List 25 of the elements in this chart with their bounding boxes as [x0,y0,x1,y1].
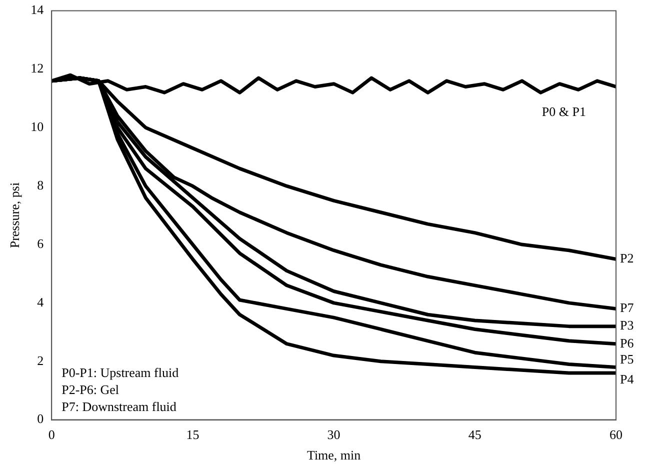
y-axis-title: Pressure, psi [7,182,22,248]
y-tick-label: 12 [30,60,44,76]
series-label: P3 [620,318,634,333]
x-tick-label: 60 [610,427,622,442]
annotation: P2-P6: Gel [62,382,120,398]
x-tick-label: 0 [48,427,55,442]
x-axis-title: Time, min [306,448,362,463]
annotation: P0-P1: Upstream fluid [62,365,180,380]
y-tick-label: 2 [37,352,44,368]
series-label: P5 [620,352,634,367]
y-tick-label: 6 [37,236,44,251]
y-tick-label: 4 [37,294,44,310]
y-tick-label: 14 [30,2,44,18]
y-tick-label: 8 [37,178,44,193]
series-label: P6 [620,335,634,350]
series-label: P7 [620,300,634,316]
x-tick-label: 30 [327,427,340,442]
series-label: P0 & P1 [542,104,586,120]
annotation: P7: Downstream fluid [62,399,177,414]
y-tick-label: 10 [30,119,44,134]
x-tick-label: 45 [468,427,482,442]
series-label: P2 [620,250,634,266]
series-label: P4 [620,371,634,386]
x-tick-label: 15 [186,427,200,442]
y-tick-label: 0 [37,411,44,426]
